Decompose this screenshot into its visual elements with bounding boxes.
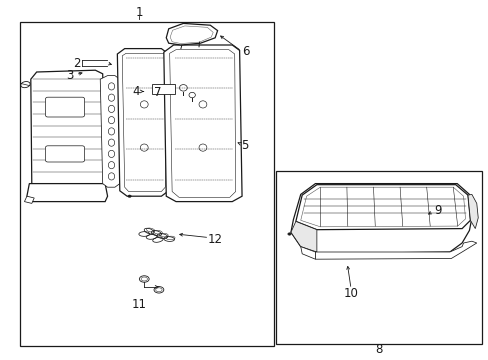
Polygon shape xyxy=(27,184,107,202)
Polygon shape xyxy=(166,23,217,45)
Polygon shape xyxy=(467,194,477,229)
Polygon shape xyxy=(169,50,235,197)
Ellipse shape xyxy=(127,195,131,197)
Text: 1: 1 xyxy=(135,6,143,19)
Text: 7: 7 xyxy=(153,86,161,99)
Polygon shape xyxy=(315,241,476,259)
Polygon shape xyxy=(290,221,316,252)
Text: 4: 4 xyxy=(132,85,140,98)
Text: 3: 3 xyxy=(65,69,73,82)
FancyBboxPatch shape xyxy=(45,97,84,117)
Text: 9: 9 xyxy=(433,204,441,217)
Polygon shape xyxy=(290,184,471,254)
Text: 5: 5 xyxy=(240,139,248,152)
Polygon shape xyxy=(163,45,242,202)
FancyBboxPatch shape xyxy=(45,146,84,162)
Bar xyxy=(151,84,175,94)
Polygon shape xyxy=(24,196,34,203)
Text: 11: 11 xyxy=(132,298,146,311)
Polygon shape xyxy=(117,49,168,196)
Bar xyxy=(276,171,481,344)
Ellipse shape xyxy=(287,233,290,235)
Text: 8: 8 xyxy=(374,343,382,356)
Polygon shape xyxy=(300,247,315,259)
Bar xyxy=(20,22,273,346)
Polygon shape xyxy=(31,70,105,189)
Text: 2: 2 xyxy=(73,57,81,69)
Polygon shape xyxy=(295,185,469,230)
Text: 10: 10 xyxy=(343,287,358,300)
Polygon shape xyxy=(100,76,120,187)
Text: 12: 12 xyxy=(207,233,222,246)
Polygon shape xyxy=(122,53,165,192)
Text: 6: 6 xyxy=(241,45,249,58)
